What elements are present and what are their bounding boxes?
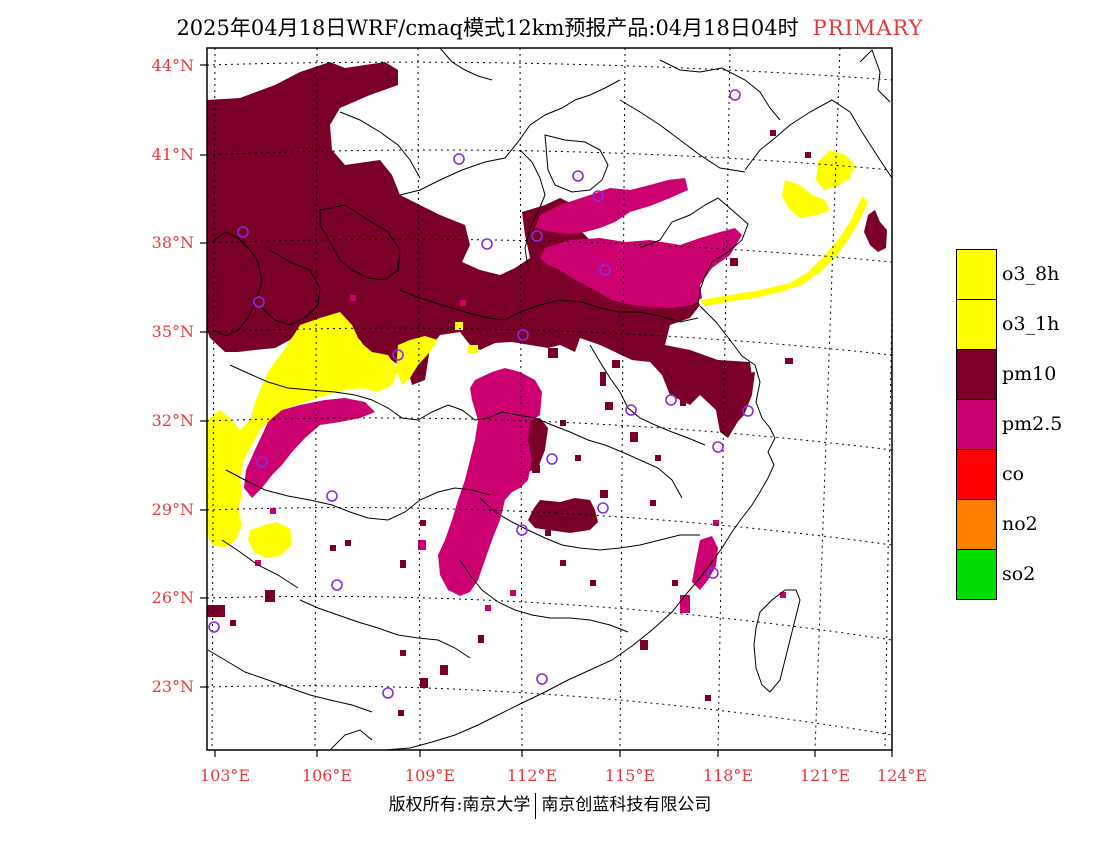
map-content: [207, 48, 892, 750]
lat-label-29n: 29°N: [151, 500, 194, 519]
primary-tag: PRIMARY: [812, 16, 924, 40]
station-markers: [208, 89, 754, 699]
copyright-owner: 版权所有:南京大学: [388, 795, 531, 815]
legend-swatch: [956, 549, 997, 600]
legend-swatch: [956, 249, 997, 300]
map-title: 2025年04月18日WRF/cmaq模式12km预报产品:04月18日04时 P…: [0, 12, 1100, 42]
copyright-company: 南京创蓝科技有限公司: [541, 795, 712, 815]
lat-label-35n: 35°N: [151, 322, 194, 341]
lon-label-112e: 112°E: [506, 766, 558, 785]
lat-label-41n: 41°N: [151, 145, 194, 164]
legend-label: so2: [1002, 563, 1036, 585]
lon-label-106e: 106°E: [301, 766, 353, 785]
legend-label: co: [1002, 463, 1025, 485]
lon-label-109e: 109°E: [404, 766, 456, 785]
pm10-area: [207, 62, 887, 617]
lat-label-38n: 38°N: [151, 233, 194, 252]
legend-label: pm10: [1002, 363, 1057, 385]
axis-ticks: [200, 64, 893, 757]
legend-swatch: [956, 399, 997, 450]
lon-label-124e: 124°E: [876, 766, 928, 785]
legend-label: o3_8h: [1002, 263, 1060, 285]
lon-label-103e: 103°E: [199, 766, 251, 785]
map-frame: [206, 47, 893, 751]
legend-swatch: [956, 449, 997, 500]
lon-label-121e: 121°E: [799, 766, 851, 785]
lat-label-23n: 23°N: [151, 677, 194, 696]
copyright-footer: 版权所有:南京大学 南京创蓝科技有限公司: [0, 790, 1100, 819]
legend-label: pm2.5: [1002, 413, 1063, 435]
legend-label: o3_1h: [1002, 313, 1060, 335]
lon-label-118e: 118°E: [702, 766, 754, 785]
legend-swatch: [956, 299, 997, 350]
footer-separator: [535, 792, 537, 819]
graticule: [207, 48, 892, 750]
lat-label-26n: 26°N: [151, 588, 194, 607]
lon-label-115e: 115°E: [604, 766, 656, 785]
pollution-specks: [230, 130, 811, 716]
title-text: 2025年04月18日WRF/cmaq模式12km预报产品:04月18日04时: [176, 16, 799, 40]
boundary-lines: [207, 48, 892, 750]
lat-label-44n: 44°N: [151, 56, 194, 75]
lat-label-32n: 32°N: [151, 411, 194, 430]
legend-swatch: [956, 499, 997, 550]
legend-label: no2: [1002, 513, 1038, 535]
o3-area: [207, 150, 868, 558]
legend-swatch: [956, 349, 997, 400]
